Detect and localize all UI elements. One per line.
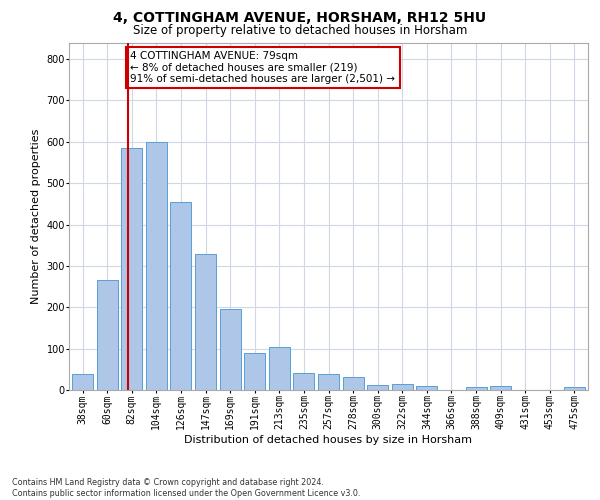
Bar: [466, 386, 487, 390]
Bar: [293, 372, 314, 390]
Text: Size of property relative to detached houses in Horsham: Size of property relative to detached ho…: [133, 24, 467, 37]
Bar: [72, 374, 93, 390]
Bar: [269, 348, 290, 390]
Bar: [564, 387, 585, 390]
Bar: [343, 377, 364, 390]
Text: 4 COTTINGHAM AVENUE: 79sqm
← 8% of detached houses are smaller (219)
91% of semi: 4 COTTINGHAM AVENUE: 79sqm ← 8% of detac…: [130, 51, 395, 84]
Text: 4, COTTINGHAM AVENUE, HORSHAM, RH12 5HU: 4, COTTINGHAM AVENUE, HORSHAM, RH12 5HU: [113, 11, 487, 25]
Bar: [367, 384, 388, 390]
Bar: [416, 386, 437, 390]
Bar: [170, 202, 191, 390]
Bar: [392, 384, 413, 390]
Bar: [121, 148, 142, 390]
Bar: [97, 280, 118, 390]
Bar: [195, 254, 216, 390]
Bar: [318, 374, 339, 390]
Text: Contains HM Land Registry data © Crown copyright and database right 2024.
Contai: Contains HM Land Registry data © Crown c…: [12, 478, 361, 498]
Bar: [220, 310, 241, 390]
X-axis label: Distribution of detached houses by size in Horsham: Distribution of detached houses by size …: [185, 435, 473, 445]
Y-axis label: Number of detached properties: Number of detached properties: [31, 128, 41, 304]
Bar: [244, 353, 265, 390]
Bar: [490, 386, 511, 390]
Bar: [146, 142, 167, 390]
